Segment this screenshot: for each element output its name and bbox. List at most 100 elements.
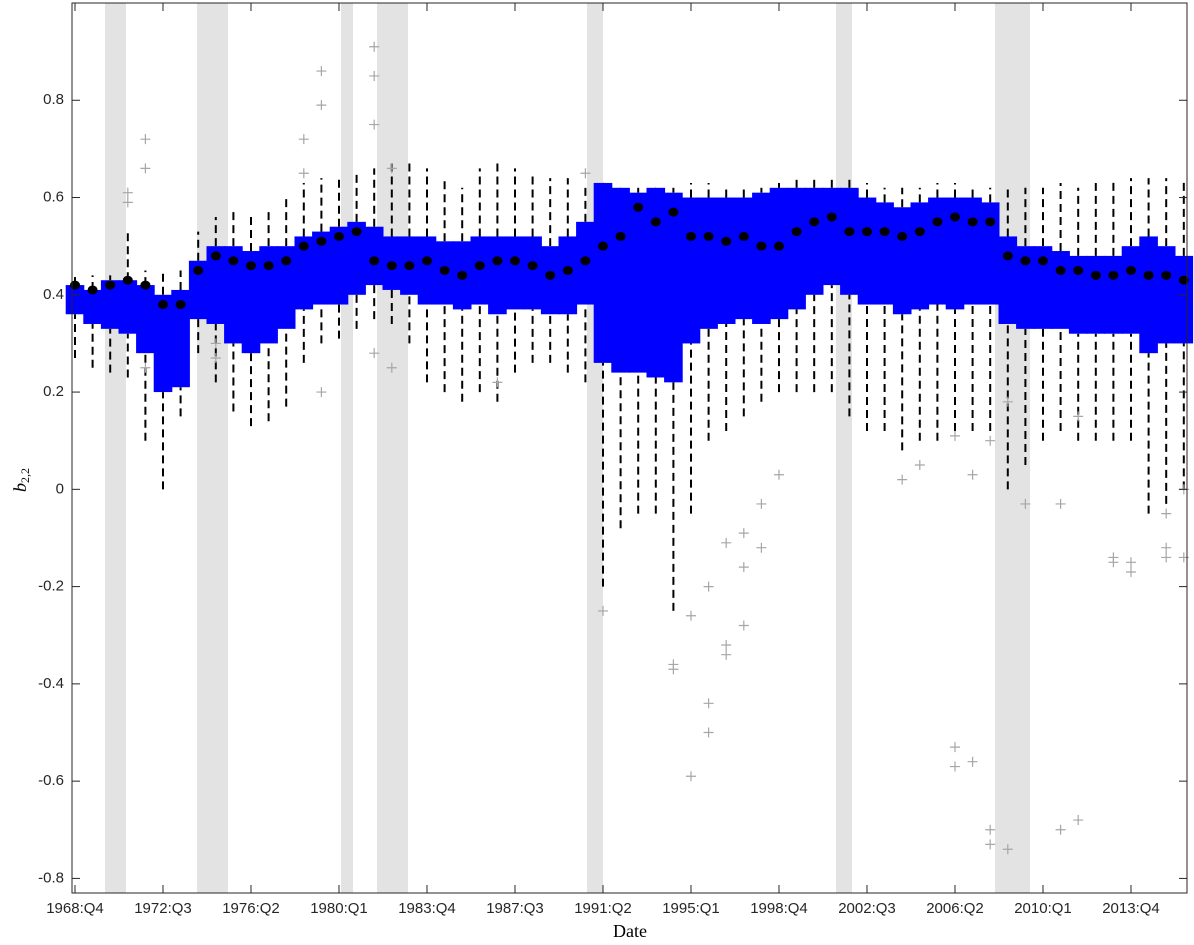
median xyxy=(791,227,802,237)
axes-frame xyxy=(71,2,1188,894)
x-axis-label: Date xyxy=(613,921,647,941)
median xyxy=(193,265,204,275)
y-tick-label: -0.4 xyxy=(38,675,64,692)
box xyxy=(1068,255,1088,334)
median xyxy=(422,256,432,266)
box xyxy=(1156,246,1176,344)
box xyxy=(628,192,648,373)
y-tick-label: -0.8 xyxy=(38,869,64,886)
outlier xyxy=(369,119,380,130)
outlier xyxy=(738,562,749,573)
outlier xyxy=(950,761,960,772)
x-tick-label: 1987:Q3 xyxy=(486,900,544,917)
median xyxy=(1126,265,1136,275)
median xyxy=(774,241,784,251)
outlier xyxy=(897,474,908,485)
outlier xyxy=(316,66,327,77)
outlier xyxy=(369,70,380,81)
box xyxy=(136,285,155,354)
median xyxy=(967,217,978,227)
outlier xyxy=(1055,498,1066,509)
box xyxy=(1174,255,1194,344)
outlier xyxy=(316,387,327,398)
box xyxy=(1033,246,1053,329)
outlier xyxy=(122,187,133,198)
box xyxy=(417,236,437,305)
box xyxy=(910,202,930,310)
box xyxy=(276,246,296,329)
median xyxy=(246,261,256,271)
x-tick-label: 2013:Q4 xyxy=(1102,900,1160,917)
outlier xyxy=(298,134,309,145)
y-label-main: b xyxy=(10,483,30,492)
median xyxy=(703,231,714,241)
box xyxy=(347,221,366,295)
median xyxy=(263,261,274,271)
median xyxy=(598,241,608,251)
median xyxy=(439,265,450,275)
box xyxy=(558,236,578,315)
median xyxy=(862,227,872,237)
recession-band xyxy=(377,3,408,893)
outlier xyxy=(950,742,960,753)
recession-band xyxy=(197,3,228,893)
outlier xyxy=(967,469,978,480)
box xyxy=(1051,251,1070,329)
median xyxy=(298,241,309,251)
outlier xyxy=(985,839,996,850)
box xyxy=(752,192,771,324)
outlier xyxy=(1126,567,1136,578)
box xyxy=(224,246,243,344)
outlier xyxy=(703,698,714,709)
box xyxy=(593,182,613,363)
x-tick-label: 1972:Q3 xyxy=(134,900,192,917)
median xyxy=(386,261,397,271)
outlier xyxy=(140,134,151,145)
box xyxy=(699,197,718,329)
box xyxy=(980,202,1000,305)
median xyxy=(897,231,908,241)
median xyxy=(492,256,503,266)
outlier xyxy=(686,771,696,782)
median xyxy=(158,300,168,310)
box xyxy=(206,246,226,324)
outlier xyxy=(1073,411,1084,422)
box xyxy=(100,280,120,329)
median xyxy=(1055,265,1066,275)
outlier xyxy=(122,197,133,208)
box xyxy=(241,251,261,354)
median xyxy=(580,256,591,266)
median xyxy=(281,256,292,266)
y-axis-label: b2,2 xyxy=(10,468,32,492)
outlier xyxy=(738,620,749,631)
outlier xyxy=(703,727,714,738)
box xyxy=(540,246,560,315)
median xyxy=(316,236,327,246)
box xyxy=(1086,255,1106,334)
box xyxy=(822,187,842,286)
outlier xyxy=(1002,844,1013,855)
box xyxy=(840,187,859,295)
recession-band xyxy=(341,3,353,893)
x-tick-label: 1998:Q4 xyxy=(750,900,808,917)
median xyxy=(686,231,696,241)
median xyxy=(932,217,943,227)
box xyxy=(259,246,278,344)
median xyxy=(140,280,151,290)
box xyxy=(681,197,701,344)
outlier xyxy=(1161,542,1172,553)
box xyxy=(65,285,85,315)
y-tick-label: -0.2 xyxy=(38,578,64,595)
box xyxy=(646,187,666,378)
outlier xyxy=(386,362,397,373)
recession-band xyxy=(995,3,1030,893)
median xyxy=(228,256,239,266)
box xyxy=(505,236,525,310)
median xyxy=(105,280,116,290)
outlier xyxy=(914,460,925,471)
median xyxy=(1002,251,1013,261)
x-tick-label: 1991:Q2 xyxy=(574,900,632,917)
box xyxy=(294,236,314,310)
x-tick-label: 1968:Q4 xyxy=(46,900,104,917)
recession-band xyxy=(587,3,603,893)
